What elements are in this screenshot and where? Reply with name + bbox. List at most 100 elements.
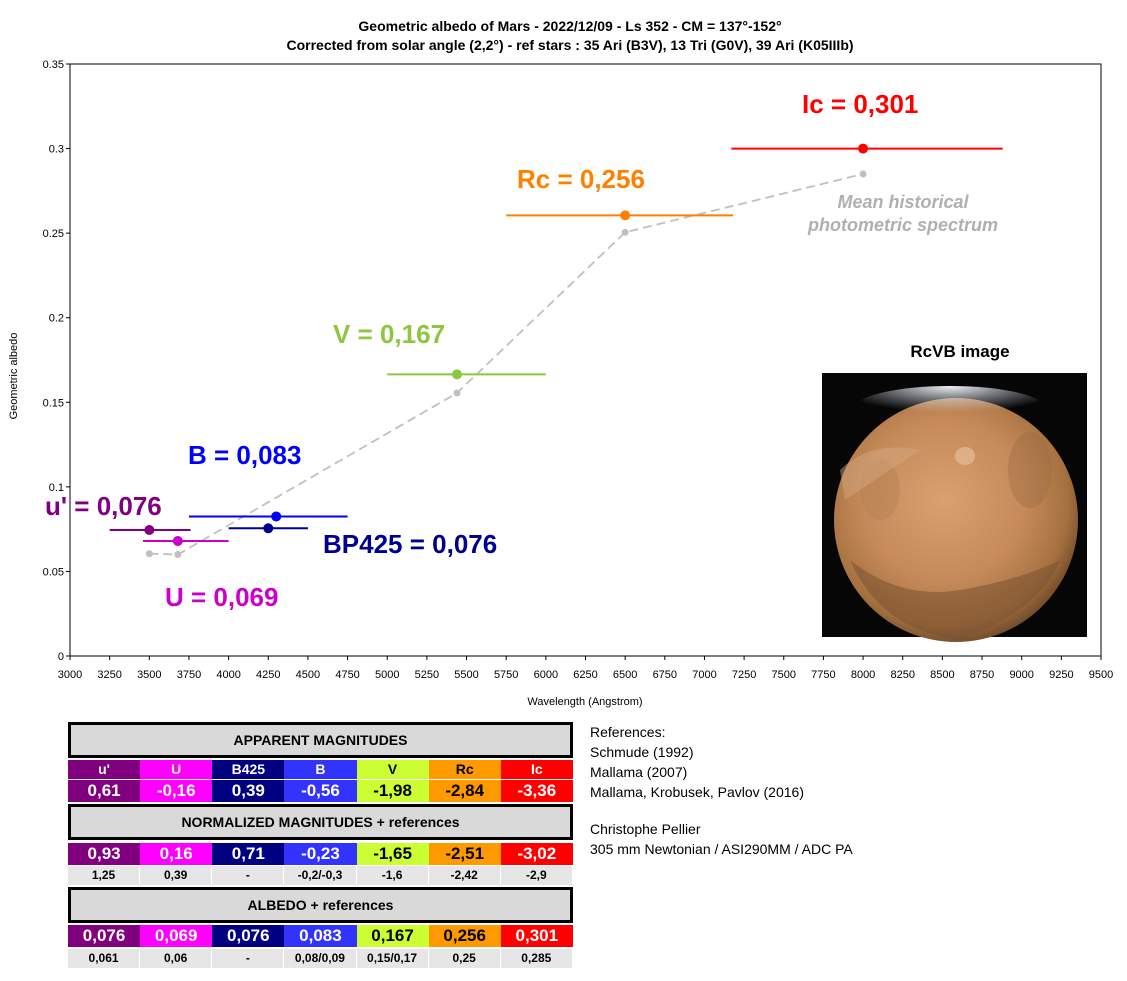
albedo-value-cell: 0,256: [428, 925, 501, 947]
normalized-magnitude-cell: 0,93: [68, 843, 141, 865]
x-tick-label: 4250: [256, 669, 280, 681]
measurement-point: [858, 143, 869, 154]
chart-title: Geometric albedo of Mars - 2022/12/09 - …: [358, 18, 782, 34]
historical-point: [453, 389, 461, 397]
normalized-reference-cell: 0,39: [140, 866, 213, 885]
measurement-label: u' = 0,076: [45, 491, 162, 521]
measurement-point: [620, 210, 631, 221]
filter-header-cell: u': [68, 760, 141, 779]
measurement-point: [263, 523, 274, 534]
normalized-magnitude-cell: 0,71: [212, 843, 285, 865]
y-tick-label: 0.3: [49, 144, 64, 156]
mars-image: [834, 386, 1078, 642]
albedo-reference-cell: 0,285: [500, 949, 573, 968]
albedo-value-cell: 0,076: [68, 925, 141, 947]
normalized-reference-cell: -: [212, 866, 285, 885]
x-tick-label: 4750: [335, 669, 359, 681]
measurement-point: [271, 511, 282, 522]
albedo-value-cell: 0,076: [212, 925, 285, 947]
x-tick-label: 6000: [534, 669, 558, 681]
measurement-label: Ic = 0,301: [802, 89, 918, 119]
albedo-row: 0,076 0,069 0,076 0,083 0,167 0,256 0,301: [68, 925, 573, 947]
apparent-magnitude-cell: -3,36: [500, 780, 573, 802]
x-tick-label: 5250: [415, 669, 439, 681]
historical-label-line1: Mean historical: [837, 192, 969, 212]
albedo-value-cell: 0,083: [284, 925, 357, 947]
author-equipment: 305 mm Newtonian / ASI290MM / ADC PA: [590, 841, 853, 857]
albedo-header: ALBEDO + references: [68, 887, 573, 923]
normalized-reference-cell: -1,6: [356, 866, 429, 885]
reference-item: Schmude (1992): [590, 744, 694, 760]
historical-point: [145, 550, 153, 558]
x-tick-label: 7750: [811, 669, 835, 681]
albedo-chart: 3000 3250 3500 3750 4000 4250 4500 4750 5000 5250…: [43, 59, 1114, 681]
filter-header-cell: B425: [212, 760, 285, 779]
normalized-magnitude-cell: -0,23: [284, 843, 357, 865]
normalized-magnitude-cell: -3,02: [500, 843, 573, 865]
x-tick-label: 6750: [653, 669, 677, 681]
y-tick-label: 0.25: [43, 228, 64, 240]
filter-header-cell: B: [284, 760, 357, 779]
x-tick-label: 4500: [296, 669, 320, 681]
normalized-reference-cell: -0,2/-0,3: [284, 866, 357, 885]
normalized-magnitude-cell: -2,51: [428, 843, 501, 865]
x-tick-label: 9000: [1009, 669, 1033, 681]
x-tick-label: 5000: [375, 669, 399, 681]
albedo-value-cell: 0,167: [356, 925, 429, 947]
normalized-reference-cell: 1,25: [68, 866, 141, 885]
x-tick-label: 8750: [970, 669, 994, 681]
x-tick-label: 4000: [216, 669, 240, 681]
inset-title: RcVB image: [910, 342, 1009, 361]
albedo-reference-cell: 0,06: [140, 949, 213, 968]
reference-item: Mallama (2007): [590, 764, 688, 780]
x-axis-label: Wavelength (Angstrom): [527, 696, 643, 708]
albedo-reference-cell: 0,061: [68, 949, 141, 968]
x-tick-label: 3500: [137, 669, 161, 681]
references-block: References: Schmude (1992) Mallama (2007…: [590, 722, 804, 802]
normalized-magnitudes-row: 0,93 0,16 0,71 -0,23 -1,65 -2,51 -3,02: [68, 843, 573, 865]
y-tick-label: 0: [58, 651, 64, 663]
measurement-point: [144, 524, 155, 535]
x-tick-label: 8500: [930, 669, 954, 681]
author-name: Christophe Pellier: [590, 821, 701, 837]
apparent-magnitude-cell: 0,61: [68, 780, 141, 802]
x-tick-label: 7500: [772, 669, 796, 681]
normalized-magnitude-cell: -1,65: [356, 843, 429, 865]
chart-subtitle: Corrected from solar angle (2,2°) - ref …: [286, 37, 854, 53]
apparent-magnitude-cell: -0,56: [284, 780, 357, 802]
albedo-reference-cell: 0,08/0,09: [284, 949, 357, 968]
filter-header-cell: U: [140, 760, 213, 779]
x-tick-label: 9250: [1049, 669, 1073, 681]
albedo-references-row: 0,061 0,06-0,08/0,09 0,15/0,17 0,25 0,285: [68, 949, 573, 968]
x-tick-label: 8000: [851, 669, 875, 681]
measurement-label: BP425 = 0,076: [323, 529, 497, 559]
measurement-point: [452, 369, 463, 380]
historical-point: [174, 551, 182, 559]
albedo-reference-cell: 0,25: [428, 949, 501, 968]
measurement-label: Rc = 0,256: [517, 164, 645, 194]
historical-point: [621, 228, 629, 236]
normalized-magnitude-cell: 0,16: [140, 843, 213, 865]
x-tick-label: 3750: [177, 669, 201, 681]
author-block: Christophe Pellier 305 mm Newtonian / AS…: [590, 819, 853, 859]
y-tick-label: 0.35: [43, 59, 64, 71]
filter-header-cell: Ic: [500, 760, 573, 779]
apparent-magnitudes-row: 0,61 -0,16 0,39 -0,56 -1,98 -2,84 -3,36: [68, 780, 573, 802]
y-tick-label: 0.15: [43, 397, 64, 409]
normalized-reference-cell: -2,42: [428, 866, 501, 885]
apparent-magnitude-cell: -0,16: [140, 780, 213, 802]
apparent-magnitude-cell: 0,39: [212, 780, 285, 802]
x-tick-label: 9500: [1089, 669, 1113, 681]
x-tick-label: 7000: [692, 669, 716, 681]
normalized-references-row: 1,25 0,39- -0,2/-0,3 -1,6 -2,42 -2,9: [68, 866, 573, 885]
x-tick-label: 7250: [732, 669, 756, 681]
x-tick-label: 6500: [613, 669, 637, 681]
normalized-magnitudes-header: NORMALIZED MAGNITUDES + references: [68, 804, 573, 840]
apparent-magnitude-cell: -1,98: [356, 780, 429, 802]
measurement-label: U = 0,069: [165, 582, 278, 612]
apparent-magnitudes-header: APPARENT MAGNITUDES: [68, 722, 573, 758]
x-tick-label: 3000: [58, 669, 82, 681]
x-tick-label: 3250: [97, 669, 121, 681]
measurement-label: V = 0,167: [333, 319, 445, 349]
filter-header-cell: Rc: [428, 760, 501, 779]
